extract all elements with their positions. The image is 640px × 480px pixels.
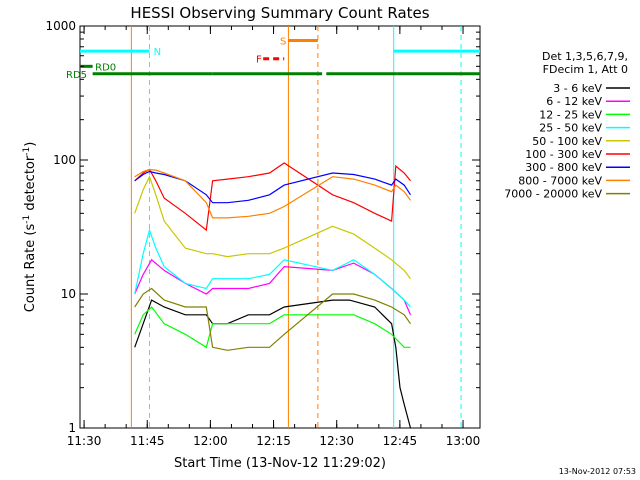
legend-label-0: 3 - 6 keV: [553, 82, 602, 95]
y-label-sup2: -1: [22, 147, 32, 156]
series-line-6: [134, 170, 412, 204]
chart-title: HESSI Observing Summary Count Rates: [130, 4, 429, 22]
x-tick-label-4: 12:30: [319, 434, 354, 448]
y-label-sup1: -1: [22, 215, 32, 224]
y-label-part3: ): [23, 142, 38, 147]
legend-label-2: 12 - 25 keV: [539, 108, 602, 121]
flag-label-f: F: [256, 55, 262, 66]
legend-header-1: FDecim 1, Att 0: [543, 63, 628, 76]
legend-label-7: 800 - 7000 keV: [518, 174, 602, 187]
flag-label-rd0: RD0: [95, 62, 116, 73]
series-line-5: [134, 162, 411, 232]
x-tick-label-0: 11:30: [67, 434, 102, 448]
series-line-4: [134, 175, 411, 280]
legend-label-6: 300 - 800 keV: [525, 161, 602, 174]
legend: Det 1,3,5,6,7,9,FDecim 1, Att 0 3 - 6 keV…: [504, 50, 630, 201]
y-axis-label: Count Rate (s-1 detector-1): [22, 142, 38, 313]
y-label-part1: Count Rate (s: [23, 224, 38, 313]
flag-label-s: S: [280, 36, 286, 47]
observing-flags: N S F RD0 RD5: [66, 36, 480, 81]
y-tick-label-2: 100: [53, 153, 76, 167]
y-tick-label-1: 10: [61, 287, 76, 301]
event-vertical-lines: [130, 26, 462, 428]
series-line-0: [134, 299, 412, 429]
x-tick-label-5: 12:45: [383, 434, 418, 448]
x-tick-label-6: 13:00: [446, 434, 481, 448]
series-line-3: [134, 228, 411, 308]
series-lines: [134, 162, 412, 429]
plot-frame: [79, 25, 481, 429]
x-tick-label-3: 12:15: [256, 434, 291, 448]
x-tick-label-1: 11:45: [130, 434, 165, 448]
flag-label-n: N: [154, 47, 161, 58]
axis-ticks: 11:30 11:45 12:00 12:15 12:30 12:45 13:00 1 10 10…: [45, 19, 480, 448]
x-tick-label-2: 12:00: [193, 434, 228, 448]
legend-label-8: 7000 - 20000 keV: [504, 188, 602, 201]
legend-label-1: 6 - 12 keV: [546, 95, 602, 108]
series-line-8: [134, 287, 411, 351]
x-axis-label: Start Time (13-Nov-12 11:29:02): [174, 456, 386, 471]
legend-label-4: 50 - 100 keV: [532, 135, 602, 148]
legend-label-3: 25 - 50 keV: [539, 122, 602, 135]
y-tick-label-0: 1: [68, 421, 76, 435]
flag-label-rd5: RD5: [66, 70, 87, 81]
y-label-part2: detector: [23, 155, 38, 215]
legend-label-5: 100 - 300 keV: [525, 148, 602, 161]
y-tick-label-3: 1000: [45, 19, 76, 33]
series-line-1: [134, 258, 412, 316]
legend-header-0: Det 1,3,5,6,7,9,: [542, 50, 628, 63]
series-line-7: [134, 168, 411, 219]
timestamp: 13-Nov-2012 07:53: [559, 467, 636, 476]
series-line-2: [134, 306, 411, 349]
